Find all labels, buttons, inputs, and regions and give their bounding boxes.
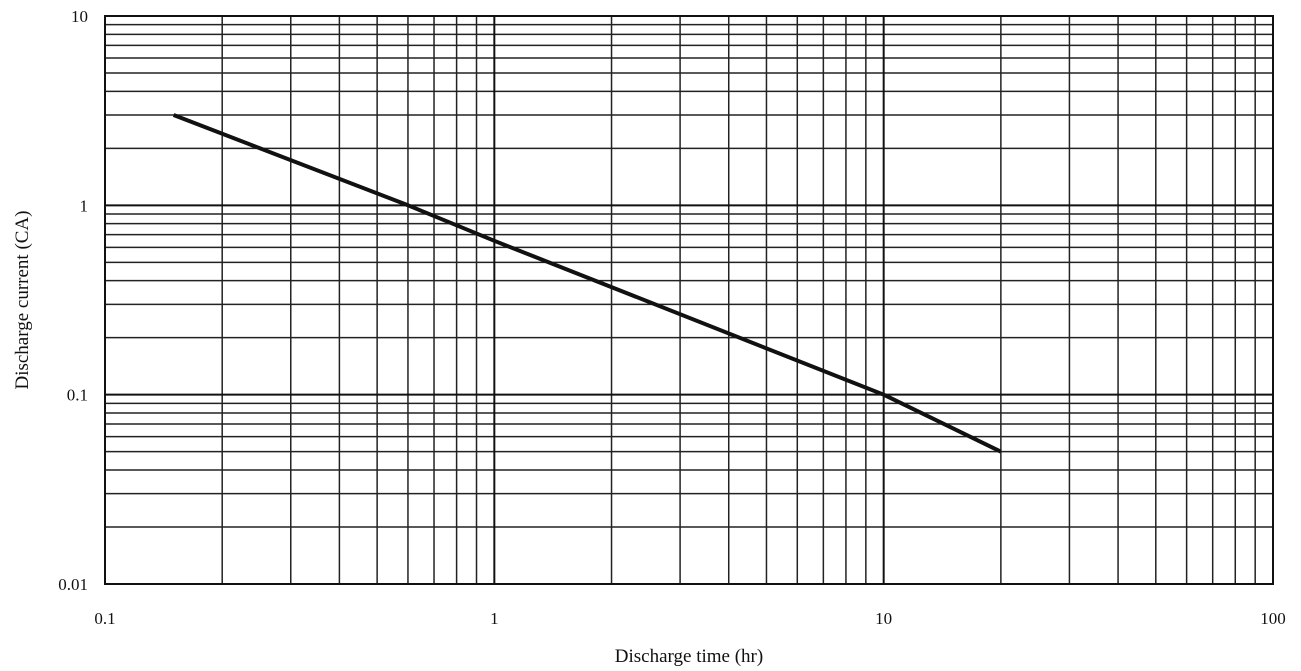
y-tick-label: 0.1 bbox=[67, 386, 88, 405]
y-tick-label: 1 bbox=[80, 196, 89, 215]
x-tick-label: 1 bbox=[490, 609, 499, 628]
x-tick-label: 100 bbox=[1260, 609, 1286, 628]
x-tick-labels: 0.1 1 10 100 bbox=[94, 609, 1285, 628]
x-tick-label: 10 bbox=[875, 609, 892, 628]
y-tick-label: 10 bbox=[71, 7, 88, 26]
series-group bbox=[172, 113, 1002, 454]
x-tick-label: 0.1 bbox=[94, 609, 115, 628]
y-axis-title: Discharge current (CA) bbox=[12, 210, 33, 389]
y-tick-label: 0.01 bbox=[58, 575, 88, 594]
y-tick-labels: 0.01 0.1 1 10 bbox=[58, 7, 88, 594]
discharge-curve-line bbox=[172, 113, 1002, 454]
x-axis-title: Discharge time (hr) bbox=[615, 646, 763, 667]
grid-lines bbox=[105, 16, 1273, 584]
plot-frame bbox=[104, 15, 1274, 585]
